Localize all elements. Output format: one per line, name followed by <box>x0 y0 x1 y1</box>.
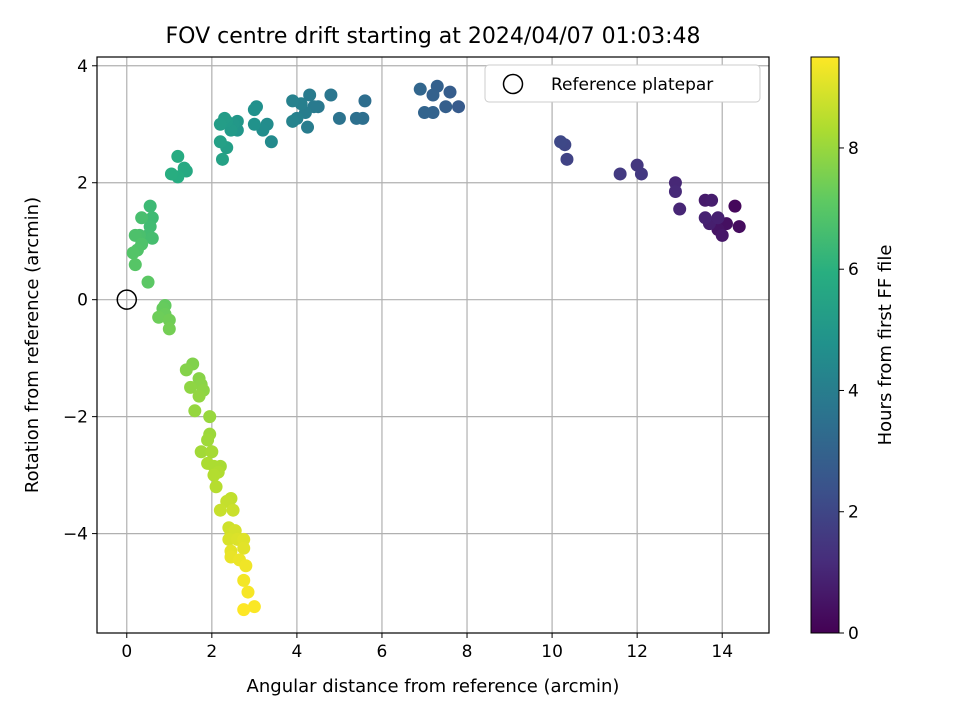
data-point <box>715 228 729 242</box>
legend-entry-reference: Reference platepar <box>551 75 713 95</box>
y-tick-label: 2 <box>77 174 88 194</box>
data-point <box>194 445 208 459</box>
data-point <box>237 573 251 587</box>
y-tick-label: −4 <box>63 525 88 545</box>
data-point <box>247 103 261 117</box>
data-point <box>698 211 712 225</box>
data-point <box>143 199 157 213</box>
data-point <box>128 258 142 272</box>
data-point <box>135 211 149 225</box>
colorbar-tick-label: 0 <box>848 624 859 644</box>
data-point <box>141 275 155 289</box>
colorbar: 0 2 4 6 8 Hours from first FF file <box>810 56 896 644</box>
data-point <box>239 559 253 573</box>
data-point <box>301 120 315 134</box>
data-point <box>201 433 215 447</box>
data-point <box>443 85 457 99</box>
plot-area: 0 2 4 6 8 10 12 14 −4 −2 0 2 4 <box>63 56 770 662</box>
data-points <box>126 79 746 617</box>
data-point <box>417 106 431 120</box>
x-tick-label: 14 <box>711 642 733 662</box>
data-point <box>226 503 240 517</box>
data-point <box>207 468 221 482</box>
data-point <box>286 114 300 128</box>
data-point <box>324 88 338 102</box>
data-point <box>203 410 217 424</box>
y-tick-label: −2 <box>63 408 88 428</box>
colorbar-tick-label: 8 <box>848 139 859 159</box>
colorbar-tick-label: 4 <box>848 381 859 401</box>
colorbar-tick-label: 6 <box>848 260 859 280</box>
data-point <box>188 404 202 418</box>
data-point <box>332 111 346 125</box>
data-point <box>613 167 627 181</box>
data-point <box>303 88 317 102</box>
data-point <box>126 246 140 260</box>
data-point <box>215 152 229 166</box>
data-point <box>668 184 682 198</box>
data-point <box>213 117 227 131</box>
x-tick-label: 10 <box>541 642 563 662</box>
data-point <box>179 363 193 377</box>
data-point <box>192 389 206 403</box>
reference-point <box>116 289 138 310</box>
data-point <box>213 503 227 517</box>
data-point <box>705 193 719 207</box>
x-tick-label: 2 <box>206 642 217 662</box>
data-point <box>247 600 261 614</box>
chart-title: FOV centre drift starting at 2024/04/07 … <box>166 24 701 49</box>
data-point <box>145 231 159 245</box>
colorbar-label: Hours from first FF file <box>875 245 896 446</box>
data-point <box>711 211 725 225</box>
data-point <box>264 135 278 149</box>
data-point <box>732 220 746 234</box>
y-tick-label: 0 <box>77 291 88 311</box>
data-point <box>209 480 223 494</box>
data-point <box>673 202 687 216</box>
x-tick-label: 4 <box>291 642 302 662</box>
reference-marker <box>116 289 138 310</box>
data-point <box>205 445 219 459</box>
data-point <box>560 152 574 166</box>
data-point <box>349 111 363 125</box>
data-point <box>452 100 466 114</box>
data-point <box>728 199 742 213</box>
data-point <box>152 310 166 324</box>
data-point <box>162 322 176 336</box>
data-point <box>247 117 261 131</box>
legend-marker <box>502 73 524 95</box>
data-point <box>184 380 198 394</box>
y-axis-label: Rotation from reference (arcmin) <box>22 197 43 493</box>
x-tick-label: 6 <box>377 642 388 662</box>
x-axis-ticks: 0 2 4 6 8 10 12 14 <box>121 633 733 662</box>
x-tick-label: 0 <box>121 642 132 662</box>
x-axis-label: Angular distance from reference (arcmin) <box>247 676 620 697</box>
data-point <box>634 167 648 181</box>
data-point <box>213 135 227 149</box>
plot-frame <box>96 56 770 634</box>
legend: Reference platepar <box>484 64 761 103</box>
colorbar-gradient <box>810 56 840 634</box>
x-tick-label: 12 <box>626 642 648 662</box>
grid-lines <box>97 57 769 633</box>
data-point <box>237 541 251 555</box>
data-point <box>237 603 251 617</box>
data-point <box>554 135 568 149</box>
data-point <box>241 585 255 599</box>
colorbar-ticks: 0 2 4 6 8 <box>839 139 859 644</box>
data-point <box>286 94 300 108</box>
data-point <box>164 167 178 181</box>
data-point <box>413 82 427 96</box>
colorbar-tick-label: 2 <box>848 503 859 523</box>
legend-box <box>484 64 761 103</box>
y-tick-label: 4 <box>77 57 88 77</box>
data-point <box>358 94 372 108</box>
y-axis-ticks: −4 −2 0 2 4 <box>63 57 97 545</box>
data-point <box>439 100 453 114</box>
data-point <box>426 88 440 102</box>
x-tick-label: 8 <box>462 642 473 662</box>
data-point <box>171 149 185 163</box>
